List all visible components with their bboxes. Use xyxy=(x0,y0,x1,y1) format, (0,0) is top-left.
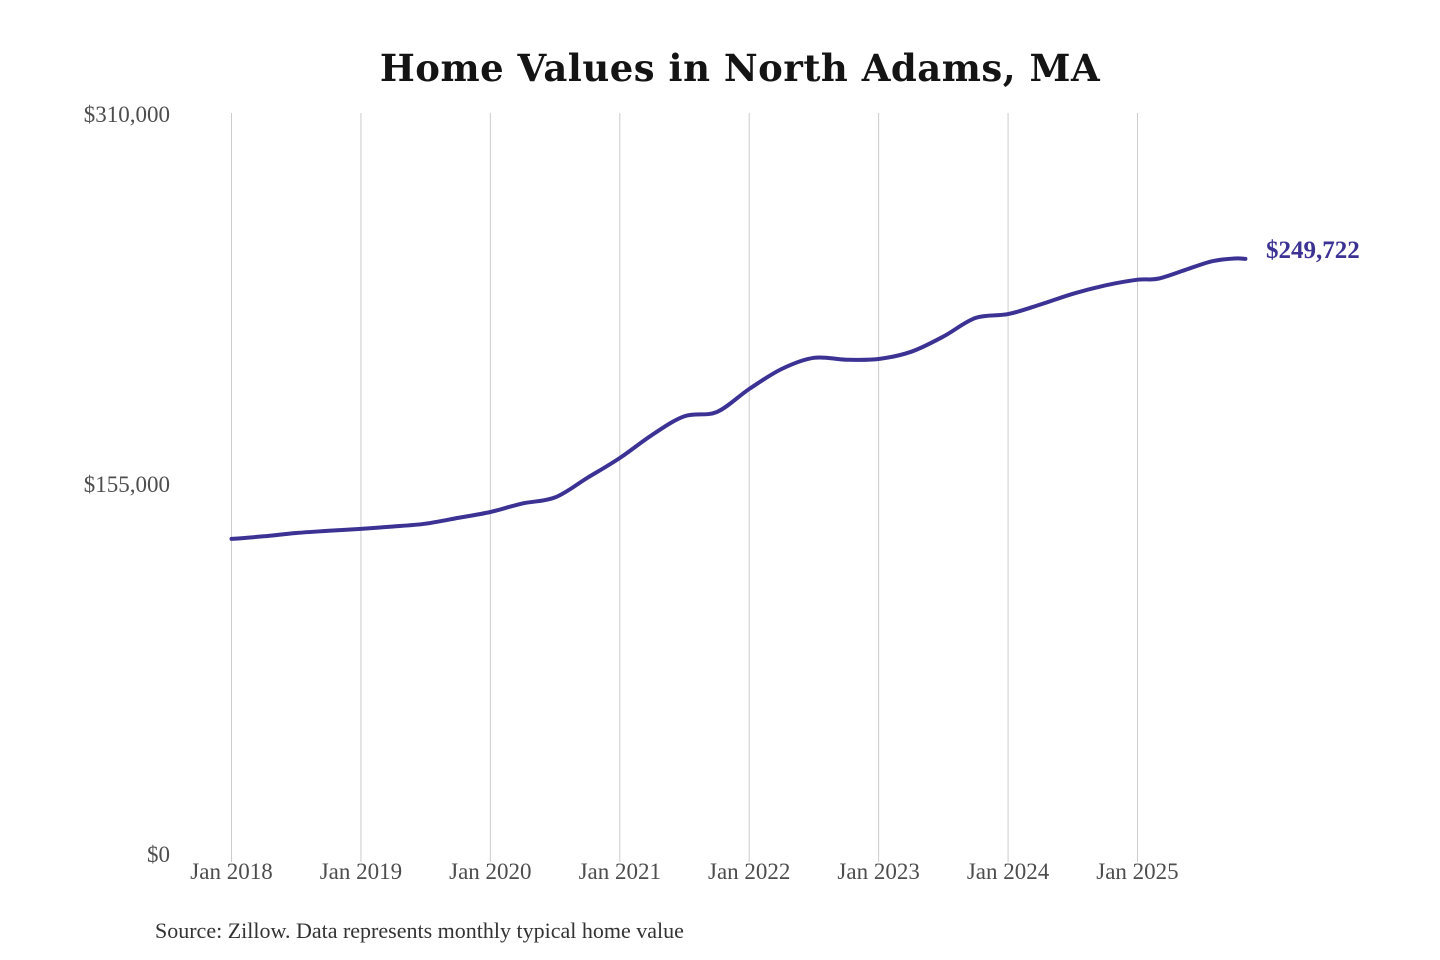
y-axis-tick-label: $155,000 xyxy=(83,472,170,497)
x-axis-tick-label: Jan 2023 xyxy=(837,859,920,884)
home-value-line xyxy=(229,256,1248,541)
x-axis-tick-label: Jan 2019 xyxy=(319,859,403,884)
x-axis-tick-label: Jan 2025 xyxy=(1096,859,1179,884)
source-note: Source: Zillow. Data represents monthly … xyxy=(155,918,684,943)
chart-title: Home Values in North Adams, MA xyxy=(379,46,1101,90)
x-axis-tick-label: Jan 2024 xyxy=(966,859,1050,884)
x-axis-tick-label: Jan 2021 xyxy=(578,859,661,884)
x-axis-tick-label: Jan 2022 xyxy=(707,859,791,884)
y-axis-tick-label: $0 xyxy=(147,842,170,867)
x-axis-tick-label: Jan 2018 xyxy=(190,859,273,884)
y-axis-tick-label: $310,000 xyxy=(83,102,170,127)
x-axis-tick-label: Jan 2020 xyxy=(449,859,532,884)
end-value-label: $249,722 xyxy=(1266,237,1360,264)
gridlines-group xyxy=(231,113,1138,862)
